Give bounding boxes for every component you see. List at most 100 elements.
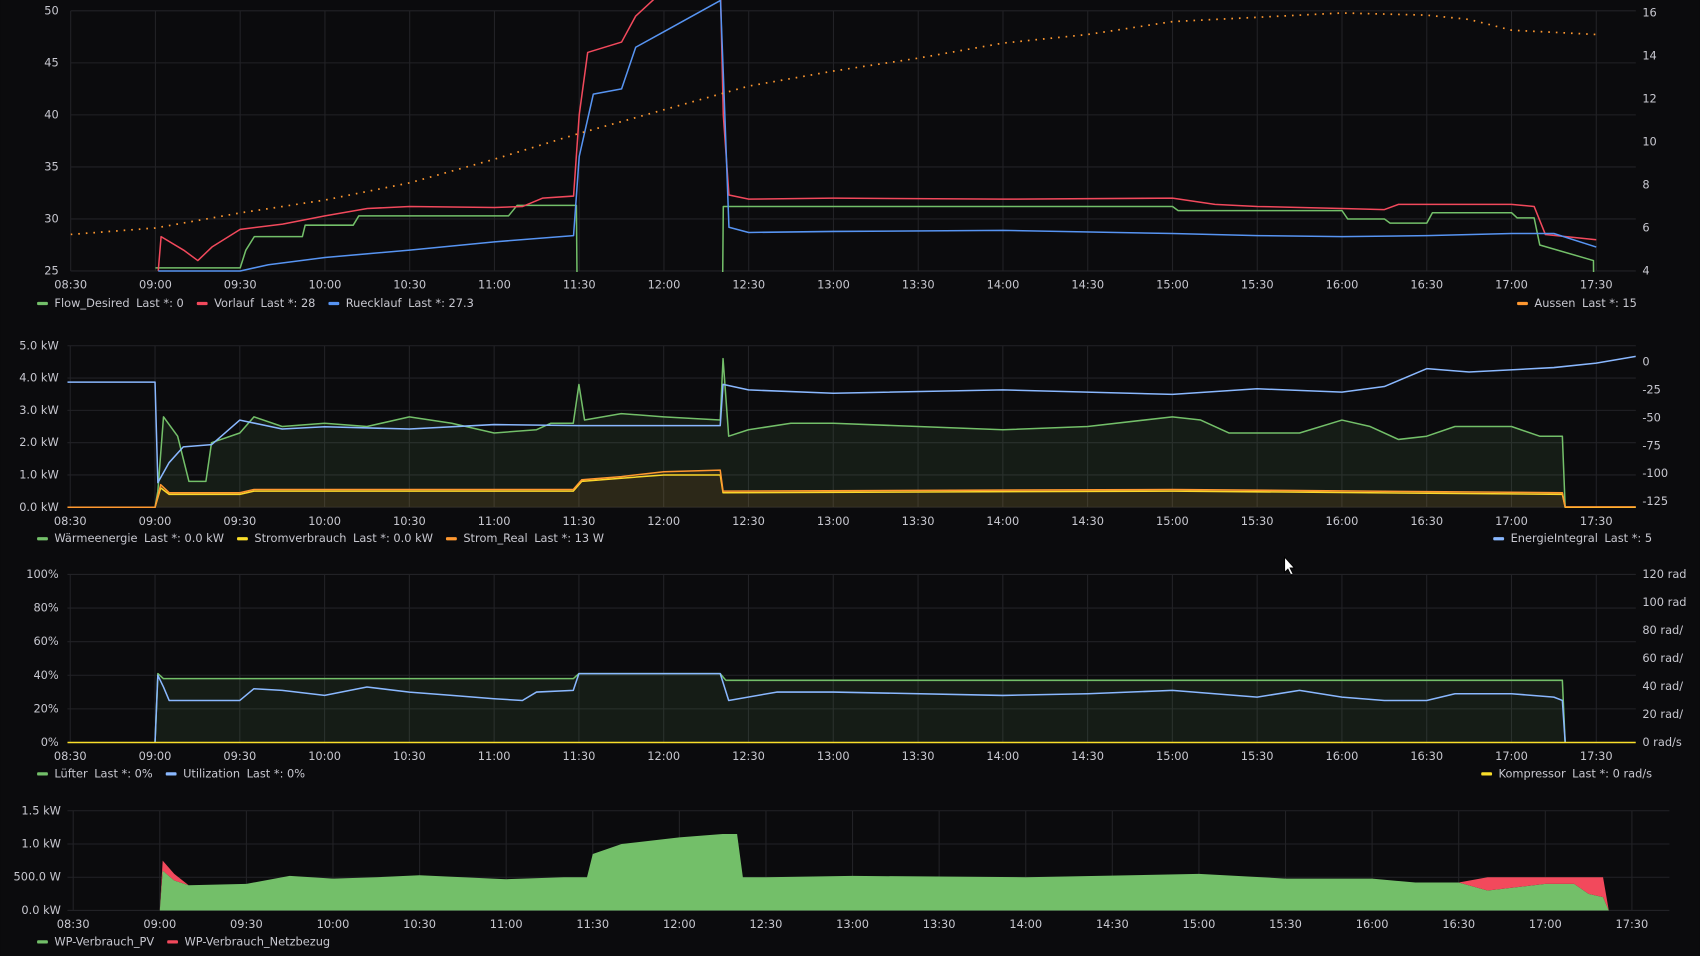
legend-stat: Last *: 28 [261,296,316,310]
y-tick-label: 25 [44,263,58,277]
y2-tick-label: 0 rad/s [1642,735,1682,749]
x-tick-label: 17:00 [1495,278,1528,292]
y-tick-label: 60% [33,634,58,648]
y2-tick-label: 12 [1642,91,1656,105]
y2-tick-label: -25 [1642,382,1661,396]
legend-name: WP-Verbrauch_PV [54,934,154,948]
legend-name: EnergieIntegral [1511,531,1598,545]
x-tick-label: 11:30 [563,514,596,528]
y2-tick-label: 80 rad/ [1642,623,1683,637]
legend-name: WP-Verbrauch_Netzbezug [185,934,331,948]
series-fill [155,673,1566,743]
x-tick-label: 14:30 [1071,278,1104,292]
y2-tick-label: 120 rad [1642,567,1686,581]
stacked-area [67,834,1670,911]
x-tick-label: 15:30 [1241,514,1274,528]
legend-name: Strom_Real [463,531,527,545]
legend-name: Wärmeenergie [54,531,137,545]
legend-name: Aussen [1534,296,1575,310]
legend-entry: Aussen Last *: 15 [1517,296,1637,310]
legend-stat: Last *: 0 [136,296,184,310]
legend-stat: Last *: 27.3 [408,296,474,310]
legend-entry: Kompressor Last *: 0 rad/s [1481,766,1652,780]
legend-stat: Last *: 0% [94,766,153,780]
y-tick-label: 1.0 kW [21,836,61,850]
x-tick-label: 09:00 [139,514,172,528]
y-tick-label: 0% [41,735,59,749]
x-tick-label: 16:30 [1410,278,1443,292]
y-tick-label: 5.0 kW [19,338,59,352]
y2-tick-label: 16 [1642,5,1656,19]
y-tick-label: 0.0 kW [19,500,59,514]
y-tick-label: 1.0 kW [19,467,59,481]
legend-name: Utilization [183,766,240,780]
x-tick-label: 16:30 [1442,917,1475,931]
x-tick-label: 14:00 [1009,917,1042,931]
x-tick-label: 15:00 [1156,278,1189,292]
x-tick-label: 11:30 [576,917,609,931]
y2-tick-label: -125 [1642,494,1668,508]
legend-stat: Last *: 0% [247,766,306,780]
y2-tick-label: 100 rad [1642,595,1686,609]
x-tick-label: 08:30 [54,749,87,763]
x-tick-label: 09:00 [139,278,172,292]
y2-tick-label: 6 [1642,220,1649,234]
x-tick-label: 17:30 [1580,749,1613,763]
y-tick-label: 50 [44,3,58,17]
legend-swatch [37,772,48,776]
x-tick-label: 11:00 [478,749,511,763]
legend-swatch [1517,301,1528,306]
legend-stat: Last *: 0 rad/s [1572,766,1652,780]
x-tick-label: 16:00 [1326,749,1359,763]
x-tick-label: 14:00 [987,278,1020,292]
x-tick-label: 15:30 [1241,278,1274,292]
x-tick-label: 12:00 [647,749,680,763]
x-tick-label: 12:30 [732,749,765,763]
legend-stat: Last *: 15 [1582,296,1637,310]
series-line [67,474,1636,509]
x-tick-label: 10:30 [403,917,436,931]
y2-tick-label: 20 rad/ [1642,707,1683,721]
y-tick-label: 45 [44,55,58,69]
x-tick-label: 08:30 [54,514,87,528]
x-tick-label: 09:30 [223,514,256,528]
x-tick-label: 13:00 [836,917,869,931]
series-line [67,355,1636,484]
x-tick-label: 09:00 [139,749,172,763]
x-tick-label: 10:00 [309,278,342,292]
x-tick-label: 13:00 [817,514,850,528]
y2-tick-label: 4 [1642,263,1649,277]
y-tick-label: 3.0 kW [19,403,59,417]
legend-name: Flow_Desired [54,296,129,310]
x-tick-label: 13:30 [902,278,935,292]
series-line [158,0,1597,272]
y-tick-label: 100% [26,567,59,581]
y2-tick-label: 8 [1642,177,1649,191]
y-tick-label: 40% [33,668,58,682]
plot-area [70,0,1597,273]
y2-tick-label: 40 rad/ [1642,679,1683,693]
x-tick-label: 14:30 [1071,514,1104,528]
x-tick-label: 13:00 [817,278,850,292]
y2-tick-label: 0 [1642,354,1649,368]
y2-tick-label: 14 [1642,48,1656,62]
y-tick-label: 20% [33,701,58,715]
legend-swatch [37,301,48,306]
x-tick-label: 08:30 [57,917,90,931]
plot-area [67,355,1636,509]
plot-area [67,672,1636,744]
x-tick-label: 13:30 [902,749,935,763]
x-tick-label: 13:30 [902,514,935,528]
x-tick-label: 10:30 [393,278,426,292]
legend-stat: Last *: 13 W [534,531,604,545]
legend-swatch [237,537,248,541]
x-tick-label: 14:30 [1096,917,1129,931]
y2-tick-label: 60 rad/ [1642,651,1683,665]
y2-tick-label: 10 [1642,134,1656,148]
series-fill [67,470,1636,508]
series-line [67,357,1636,509]
x-tick-label: 16:00 [1326,278,1359,292]
y2-tick-label: -50 [1642,410,1661,424]
x-tick-label: 11:30 [563,278,596,292]
